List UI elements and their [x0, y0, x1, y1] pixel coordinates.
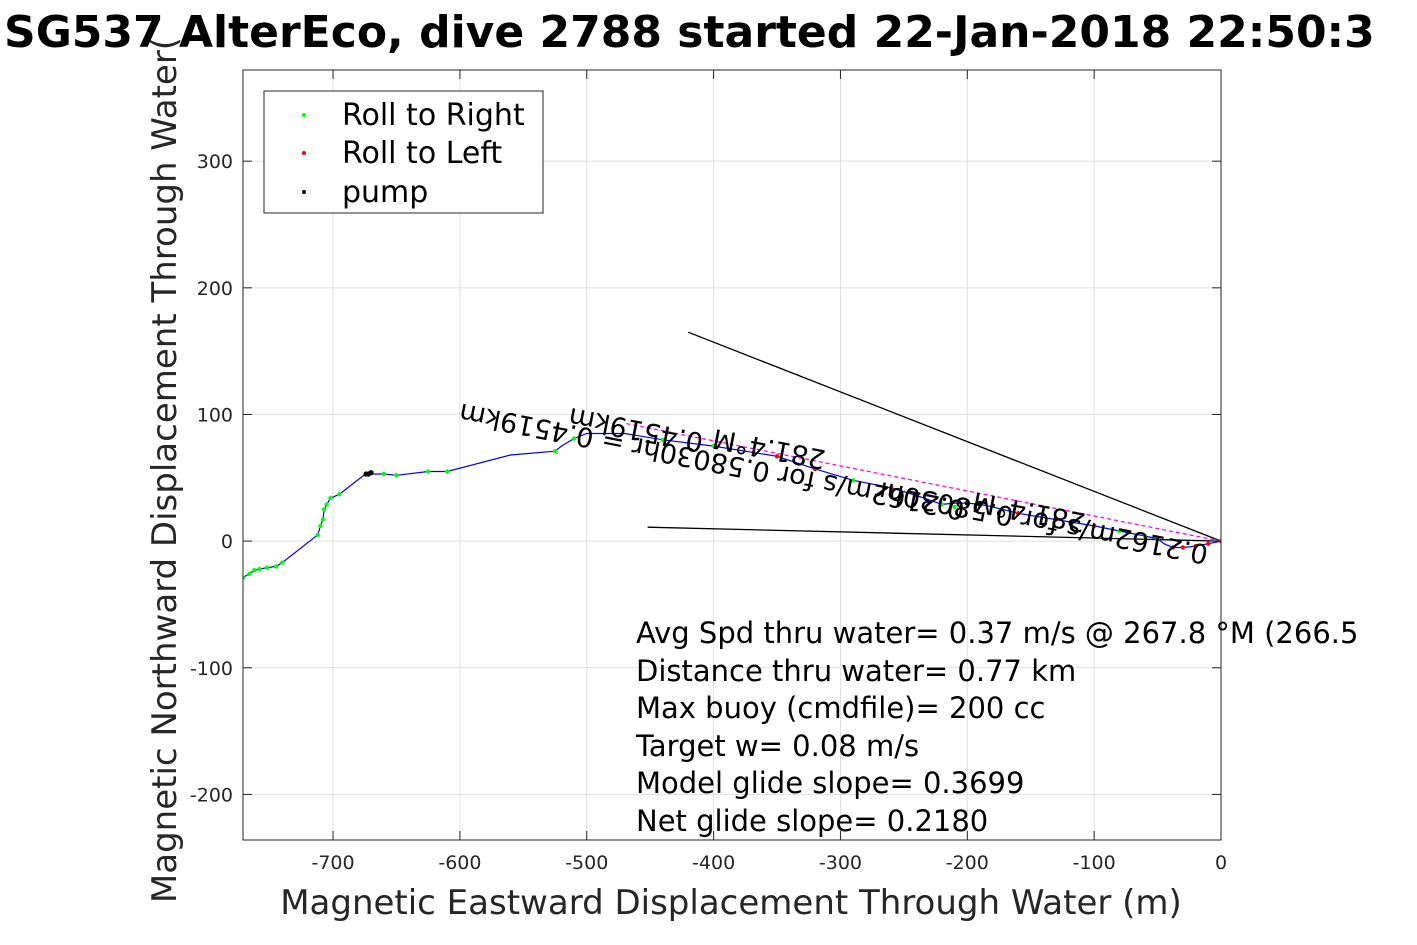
- roll-right-point-7: [315, 532, 320, 537]
- plot-frame: [242, 69, 1222, 841]
- y-tick-label-0: -200: [190, 784, 233, 806]
- roll-right-point-25: [958, 506, 964, 511]
- roll-left-point-6: [1092, 523, 1097, 529]
- data-layer: [243, 331, 1221, 580]
- stat-avg-speed: Avg Spd thru water= 0.37 m/s @ 267.8 °M …: [636, 616, 1358, 650]
- legend-label-roll-left: Roll to Left: [342, 136, 502, 171]
- x-tick-label-1: -600: [438, 852, 481, 874]
- roll-left-point-5: [1053, 517, 1059, 522]
- legend-label-pump: pump: [342, 175, 428, 210]
- track-line: [243, 432, 1221, 579]
- roll-right-point-8: [318, 523, 323, 529]
- roll-left-point-10: [1206, 541, 1211, 546]
- y-tick-label-4: 200: [197, 278, 233, 300]
- roll-left-point-7: [1170, 545, 1176, 550]
- stat-max-buoy: Max buoy (cmdfile)= 200 cc: [636, 691, 1045, 725]
- roll-right-point-26: [1117, 528, 1122, 534]
- roll-right-point-2: [252, 568, 257, 573]
- legend-marker-pump: [302, 190, 306, 194]
- reference-line-1: [647, 526, 1221, 542]
- x-axis-label: Magnetic Eastward Displacement Through W…: [280, 883, 1182, 923]
- roll-left-point-0: [774, 454, 780, 459]
- roll-right-point-24: [952, 504, 957, 510]
- roll-right-point-18: [552, 449, 558, 454]
- roll-left-point-8: [1180, 545, 1186, 550]
- chart-title: SG537 AlterEco, dive 2788 started 22-Jan…: [4, 7, 1375, 58]
- ticks: -700 -600 -500 -400 -300 -200 -100 0 -200 -100 0 10…: [190, 70, 1227, 874]
- x-tick-label-2: -500: [565, 852, 608, 874]
- y-tick-label-1: -100: [190, 658, 233, 680]
- roll-right-point-20: [660, 437, 666, 442]
- stat-target-w: Target w= 0.08 m/s: [635, 729, 919, 763]
- roll-left-point-9: [1193, 544, 1198, 549]
- x-tick-label-4: -300: [819, 852, 862, 874]
- roll-right-point-22: [850, 478, 856, 483]
- roll-right-point-21: [711, 443, 716, 449]
- roll-right-point-3: [257, 566, 262, 572]
- stat-distance: Distance thru water= 0.77 km: [636, 654, 1076, 688]
- roll-left-point-1: [812, 466, 818, 472]
- pump-point-2: [368, 470, 374, 476]
- roll-right-point-4: [264, 565, 270, 570]
- roll-right-point-27: [1142, 533, 1148, 539]
- stats-block: Avg Spd thru water= 0.37 m/s @ 267.8 °M …: [635, 616, 1358, 838]
- pump-point-3: [964, 500, 970, 506]
- legend-marker-roll-left: [302, 151, 306, 155]
- roll-right-point-11: [324, 502, 329, 507]
- y-tick-label-2: 0: [221, 531, 233, 553]
- x-tick-label-6: -100: [1073, 852, 1116, 874]
- roll-right-point-12: [328, 495, 333, 501]
- x-tick-label-5: -200: [946, 852, 989, 874]
- roll-right-point-28: [1155, 536, 1160, 541]
- roll-right-point-23: [939, 502, 945, 507]
- y-axis-label: Magnetic Northward Displacement Through …: [145, 37, 185, 903]
- stat-net-glide: Net glide slope= 0.2180: [636, 804, 988, 838]
- reference-line-0: [687, 331, 1221, 542]
- current-line: [624, 422, 1221, 542]
- roll-right-point-19: [571, 436, 577, 441]
- roll-right-point-6: [280, 560, 285, 565]
- legend-marker-roll-right: [302, 113, 306, 117]
- x-tick-label-3: -400: [692, 852, 735, 874]
- legend: Roll to Right Roll to Left pump: [263, 90, 544, 214]
- roll-right-point-9: [320, 517, 326, 522]
- x-tick-label-0: -700: [311, 852, 354, 874]
- roll-right-point-17: [445, 469, 450, 474]
- roll-left-point-4: [1015, 511, 1021, 516]
- y-tick-label-5: 300: [197, 151, 233, 173]
- y-tick-label-3: 100: [197, 404, 233, 426]
- roll-right-point-15: [394, 473, 399, 478]
- legend-label-roll-right: Roll to Right: [342, 98, 525, 133]
- roll-right-point-5: [273, 564, 279, 569]
- roll-right-point-1: [247, 571, 252, 577]
- legend-box: [263, 90, 544, 214]
- roll-right-point-13: [337, 492, 342, 497]
- roll-right-point-14: [381, 471, 386, 477]
- roll-right-point-16: [426, 469, 431, 474]
- roll-right-point-10: [322, 507, 327, 512]
- stat-model-glide: Model glide slope= 0.3699: [636, 766, 1024, 800]
- pump-point-4: [977, 501, 983, 507]
- roll-left-point-3: [914, 493, 919, 498]
- x-tick-label-7: 0: [1215, 852, 1227, 874]
- roll-left-point-2: [889, 485, 894, 491]
- roll-right-point-0: [243, 575, 246, 580]
